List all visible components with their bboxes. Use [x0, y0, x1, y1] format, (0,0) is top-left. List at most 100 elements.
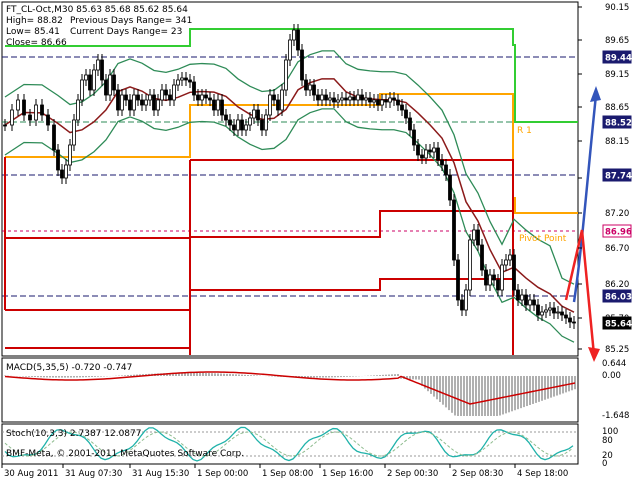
price-tick-label: 85.25	[605, 345, 629, 355]
candle-body	[540, 311, 544, 316]
candle-body	[564, 314, 568, 319]
time-tick-label: 31 Aug 07:30	[65, 469, 122, 479]
candle-body	[368, 97, 372, 103]
candle-body	[100, 59, 104, 81]
candle-body	[468, 239, 472, 291]
candle-body	[196, 94, 200, 101]
candle-body	[120, 94, 124, 111]
price-tag-87-74: 87.74	[602, 168, 632, 182]
candle-body	[244, 124, 248, 131]
candle-body	[288, 39, 292, 61]
candle-body	[332, 97, 336, 103]
macd-pane[interactable]: MACD(5,35,5) -0.720 -0.747 0.644 0.00 -1…	[1, 357, 629, 423]
candle-body	[180, 77, 184, 81]
candle-body	[264, 114, 268, 131]
candle-body	[76, 99, 80, 121]
candle-body	[236, 119, 240, 131]
candle-body	[404, 109, 408, 119]
time-tick-label: 31 Aug 15:30	[132, 469, 189, 479]
candle-body	[480, 244, 484, 271]
candle-body	[436, 147, 440, 161]
candle-body	[220, 99, 224, 116]
candle-body	[284, 59, 288, 91]
candle-body	[268, 94, 272, 116]
candle-body	[512, 254, 516, 291]
candle-body	[316, 94, 320, 101]
stoch-tick-80: 80	[602, 436, 613, 446]
candle-body	[364, 97, 368, 101]
copyright-watermark: BMF-Meta, © 2001-2011 MetaQuotes Softwar…	[6, 449, 244, 459]
candle-body	[200, 94, 204, 101]
svg-text:86.03: 86.03	[605, 293, 632, 303]
candle-body	[204, 94, 208, 99]
candle-body	[488, 274, 492, 286]
candle-body	[424, 149, 428, 159]
macd-tick-bottom: -1.648	[602, 411, 629, 421]
stoch-tick-20: 20	[602, 451, 613, 461]
candle-body	[440, 159, 444, 166]
candle-body	[156, 99, 160, 111]
svg-text:85.64: 85.64	[605, 320, 632, 330]
candle-body	[128, 99, 132, 111]
price-pane-frame	[1, 1, 579, 357]
candle-body	[3, 124, 7, 127]
candle-body	[556, 311, 560, 314]
candle-body	[276, 99, 280, 111]
candle-body	[160, 89, 164, 101]
candle-body	[472, 229, 476, 241]
candle-body	[492, 274, 496, 281]
candle-body	[228, 119, 232, 126]
blue-forecast-arrow-path	[572, 94, 598, 303]
bollinger-lower-band	[4, 108, 575, 343]
price-pane[interactable]: R 1 Pivot Point FT_CL-Oct,M30 85.63 85.6…	[1, 1, 601, 362]
candle-body	[16, 99, 20, 111]
candle-body	[548, 307, 552, 311]
candle-body	[256, 109, 260, 121]
candle-body	[456, 259, 460, 301]
candle-body	[312, 84, 316, 96]
candle-body	[212, 99, 216, 111]
price-tick-label: 86.20	[605, 280, 629, 290]
candle-body	[396, 99, 400, 106]
candle-body	[412, 129, 416, 146]
candle-body	[388, 97, 392, 103]
svg-text:86.96: 86.96	[605, 228, 632, 238]
price-tick-label: 89.65	[605, 36, 629, 46]
candle-body	[56, 149, 60, 171]
candle-body	[428, 149, 432, 153]
candle-body	[324, 94, 328, 101]
stochastic-pane[interactable]: Stoch(10,3,3) 2.7387 12.0877 BMF-Meta, ©…	[1, 423, 618, 469]
candle-body	[232, 124, 236, 131]
previous-days-range: Previous Days Range= 341	[70, 16, 192, 26]
candle-body	[536, 304, 540, 316]
price-tick-label: 88.15	[605, 137, 629, 147]
macd-label: MACD(5,35,5) -0.720 -0.747	[6, 363, 132, 373]
candle-body	[528, 299, 532, 306]
candle-body	[408, 117, 412, 131]
svg-text:89.44: 89.44	[605, 54, 632, 64]
time-axis[interactable]: 30 Aug 2011 31 Aug 07:30 31 Aug 15:30 1 Sep…	[1, 464, 568, 479]
price-axis[interactable]: 90.1589.6589.1588.6588.1587.6587.2086.70…	[578, 3, 632, 355]
price-tag-86-96: 86.96	[602, 224, 632, 238]
candle-body	[104, 79, 108, 96]
candle-body	[88, 74, 92, 91]
low-value: Low= 85.41	[6, 27, 60, 37]
candle-body	[28, 114, 32, 121]
candle-body	[384, 99, 388, 103]
candle-body	[124, 94, 128, 101]
candle-body	[22, 99, 26, 116]
high-value: High= 88.82	[6, 16, 63, 26]
candle-body	[64, 164, 68, 179]
red-arrow-head-icon	[588, 347, 600, 362]
current-days-range: Current Days Range= 23	[70, 27, 182, 37]
price-tick-label: 89.15	[605, 70, 629, 80]
candle-body	[10, 109, 14, 126]
symbol-ohlc-line: FT_CL-Oct,M30 85.63 85.68 85.62 85.64	[6, 5, 188, 15]
candle-body	[292, 29, 296, 41]
candle-body	[168, 94, 172, 101]
svg-text:87.74: 87.74	[605, 172, 632, 182]
candle-body	[328, 97, 332, 101]
candle-body	[524, 294, 528, 306]
